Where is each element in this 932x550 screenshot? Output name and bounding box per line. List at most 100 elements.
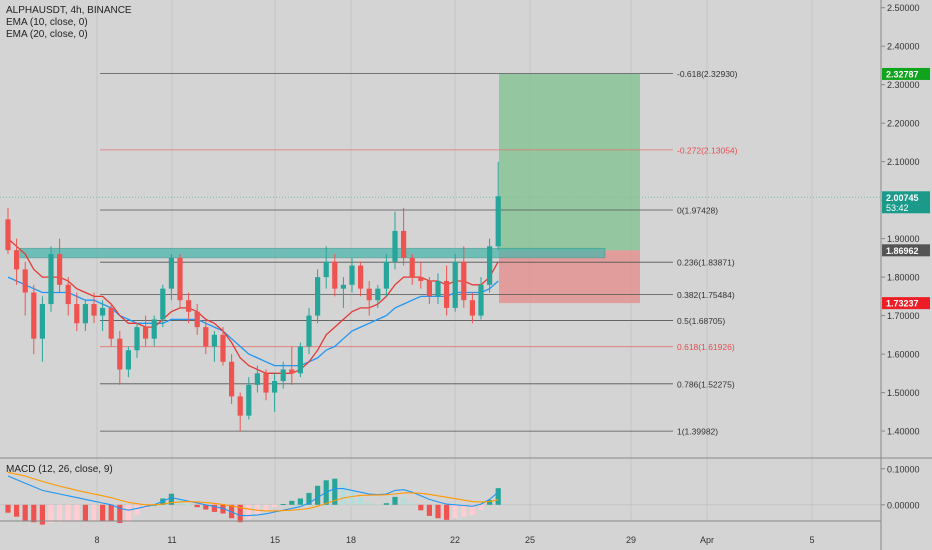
- candle-body[interactable]: [487, 246, 493, 285]
- macd-histogram-bar[interactable]: [332, 478, 338, 505]
- candle-body[interactable]: [100, 307, 106, 316]
- candle-body[interactable]: [31, 292, 37, 339]
- candle-body[interactable]: [444, 280, 450, 308]
- candle-body[interactable]: [478, 284, 484, 316]
- candle-body[interactable]: [495, 196, 501, 247]
- macd-histogram-bar[interactable]: [340, 484, 346, 505]
- macd-histogram-bar[interactable]: [306, 492, 312, 505]
- macd-histogram-bar[interactable]: [39, 504, 45, 525]
- candle-body[interactable]: [297, 346, 303, 374]
- candle-body[interactable]: [280, 369, 286, 382]
- candle-body[interactable]: [366, 288, 372, 301]
- macd-histogram-bar[interactable]: [14, 504, 20, 517]
- candle-body[interactable]: [332, 261, 338, 289]
- macd-histogram-bar[interactable]: [375, 504, 381, 506]
- candle-body[interactable]: [383, 261, 389, 289]
- resistance-zone[interactable]: [19, 247, 606, 259]
- ema10-line[interactable]: [7, 238, 499, 374]
- macd-histogram-bar[interactable]: [349, 491, 355, 505]
- candle-body[interactable]: [57, 254, 63, 285]
- candle-body[interactable]: [323, 261, 329, 278]
- candle-body[interactable]: [125, 350, 131, 370]
- macd-histogram-bar[interactable]: [100, 504, 106, 521]
- macd-histogram-bar[interactable]: [31, 504, 37, 523]
- macd-histogram-bar[interactable]: [280, 504, 286, 506]
- macd-histogram-bar[interactable]: [108, 504, 114, 521]
- ema20-legend[interactable]: EMA (20, close, 0): [6, 29, 88, 40]
- macd-histogram-bar[interactable]: [91, 504, 97, 521]
- macd-histogram-bar[interactable]: [289, 500, 295, 505]
- signal-line[interactable]: [7, 471, 499, 512]
- candle-body[interactable]: [469, 300, 475, 316]
- candle-body[interactable]: [263, 373, 269, 393]
- macd-histogram-bar[interactable]: [168, 493, 174, 505]
- macd-title[interactable]: MACD (12, 26, close, 9): [6, 464, 113, 475]
- macd-histogram-bar[interactable]: [383, 503, 389, 505]
- candle-body[interactable]: [48, 254, 54, 305]
- macd-histogram-bar[interactable]: [366, 502, 372, 505]
- candle-body[interactable]: [237, 396, 243, 416]
- candle-body[interactable]: [229, 361, 235, 397]
- macd-histogram-bar[interactable]: [186, 504, 192, 506]
- candle-body[interactable]: [160, 288, 166, 320]
- candle-body[interactable]: [306, 315, 312, 347]
- candle-body[interactable]: [418, 277, 424, 281]
- macd-histogram-bar[interactable]: [495, 488, 501, 505]
- macd-histogram-bar[interactable]: [134, 504, 140, 516]
- macd-histogram-bar[interactable]: [194, 504, 200, 508]
- candle-body[interactable]: [91, 304, 97, 316]
- candle-body[interactable]: [272, 381, 278, 393]
- macd-histogram-bar[interactable]: [435, 504, 441, 519]
- candle-body[interactable]: [5, 219, 11, 251]
- candle-body[interactable]: [203, 327, 209, 347]
- symbol-title[interactable]: ALPHAUSDT, 4h, BINANCE: [6, 5, 132, 16]
- candle-body[interactable]: [349, 265, 355, 285]
- candle-body[interactable]: [108, 307, 114, 339]
- macd-histogram-bar[interactable]: [478, 504, 484, 510]
- macd-histogram-bar[interactable]: [452, 504, 458, 519]
- macd-histogram-bar[interactable]: [237, 504, 243, 523]
- macd-histogram-bar[interactable]: [401, 497, 407, 505]
- candle-body[interactable]: [22, 269, 28, 293]
- macd-histogram-bar[interactable]: [418, 504, 424, 511]
- candle-body[interactable]: [220, 334, 226, 362]
- macd-histogram-bar[interactable]: [358, 497, 364, 505]
- candle-body[interactable]: [194, 311, 200, 328]
- candle-body[interactable]: [435, 280, 441, 297]
- macd-histogram-bar[interactable]: [272, 504, 278, 508]
- candle-body[interactable]: [14, 250, 20, 270]
- candle-body[interactable]: [392, 230, 398, 262]
- candle-body[interactable]: [177, 257, 183, 301]
- macd-histogram-bar[interactable]: [220, 504, 226, 514]
- candle-body[interactable]: [151, 319, 157, 339]
- candle-body[interactable]: [358, 265, 364, 289]
- candle-body[interactable]: [409, 257, 415, 278]
- macd-histogram-bar[interactable]: [74, 504, 80, 521]
- candle-body[interactable]: [289, 369, 295, 374]
- macd-histogram-bar[interactable]: [297, 498, 303, 505]
- macd-histogram-bar[interactable]: [65, 504, 71, 522]
- macd-pane[interactable]: [0, 471, 881, 525]
- macd-histogram-bar[interactable]: [125, 504, 131, 523]
- macd-histogram-bar[interactable]: [203, 504, 209, 510]
- macd-price-scale[interactable]: 0.10000 0.00000: [881, 464, 920, 510]
- candle-body[interactable]: [452, 261, 458, 308]
- candle-body[interactable]: [375, 288, 381, 301]
- ema20-line[interactable]: [7, 276, 499, 367]
- macd-histogram-bar[interactable]: [426, 504, 432, 516]
- macd-histogram-bar[interactable]: [392, 496, 398, 505]
- ema10-legend[interactable]: EMA (10, close, 0): [6, 17, 88, 28]
- macd-histogram-bar[interactable]: [82, 504, 88, 521]
- macd-histogram-bar[interactable]: [409, 503, 415, 505]
- macd-histogram-bar[interactable]: [444, 504, 450, 520]
- macd-histogram-bar[interactable]: [211, 504, 217, 512]
- stop-zone[interactable]: [499, 250, 640, 304]
- candle-body[interactable]: [246, 384, 252, 416]
- candle-body[interactable]: [401, 230, 407, 258]
- macd-histogram-bar[interactable]: [5, 504, 11, 513]
- candle-body[interactable]: [426, 280, 432, 297]
- candle-body[interactable]: [340, 284, 346, 289]
- macd-histogram-bar[interactable]: [22, 504, 28, 521]
- candle-body[interactable]: [117, 338, 123, 370]
- price-scale[interactable]: 2.500002.400002.300002.200002.100002.000…: [881, 3, 920, 437]
